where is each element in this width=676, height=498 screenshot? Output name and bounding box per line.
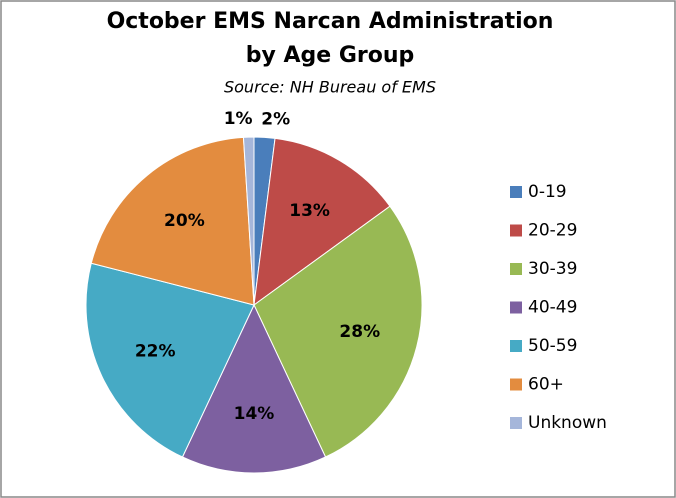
legend-swatch [510,301,522,314]
data-label: 14% [234,404,275,424]
legend-label: 40-49 [528,298,577,318]
legend-swatch [510,263,522,275]
legend-label: 30-39 [528,259,577,279]
legend-label: 60+ [528,375,564,395]
legend-swatch [510,378,522,391]
chart-subtitle: Source: NH Bureau of EMS [224,78,436,97]
legend-label: 20-29 [528,221,577,241]
pie-slice [90,136,255,306]
legend-label: Unknown [528,413,607,433]
legend-swatch [510,224,522,237]
data-label: 13% [289,201,330,221]
legend-label: 0-19 [528,182,567,202]
chart-title-line2: by Age Group [246,43,415,68]
pie-slice [85,262,255,458]
data-label: 28% [339,322,380,342]
data-label: 22% [135,341,176,361]
chart-title: October EMS Narcan Administration [107,9,554,34]
data-label: 1% [224,109,253,129]
legend-swatch [510,186,522,198]
pie-slice [242,136,255,306]
data-label: 2% [261,109,290,129]
legend-swatch [510,417,522,429]
pie-slice [181,303,327,474]
data-label: 20% [164,211,205,231]
legend-swatch [510,340,522,352]
pie-slice [253,205,423,458]
legend-label: 50-59 [528,336,577,356]
pie-slice [253,137,391,307]
